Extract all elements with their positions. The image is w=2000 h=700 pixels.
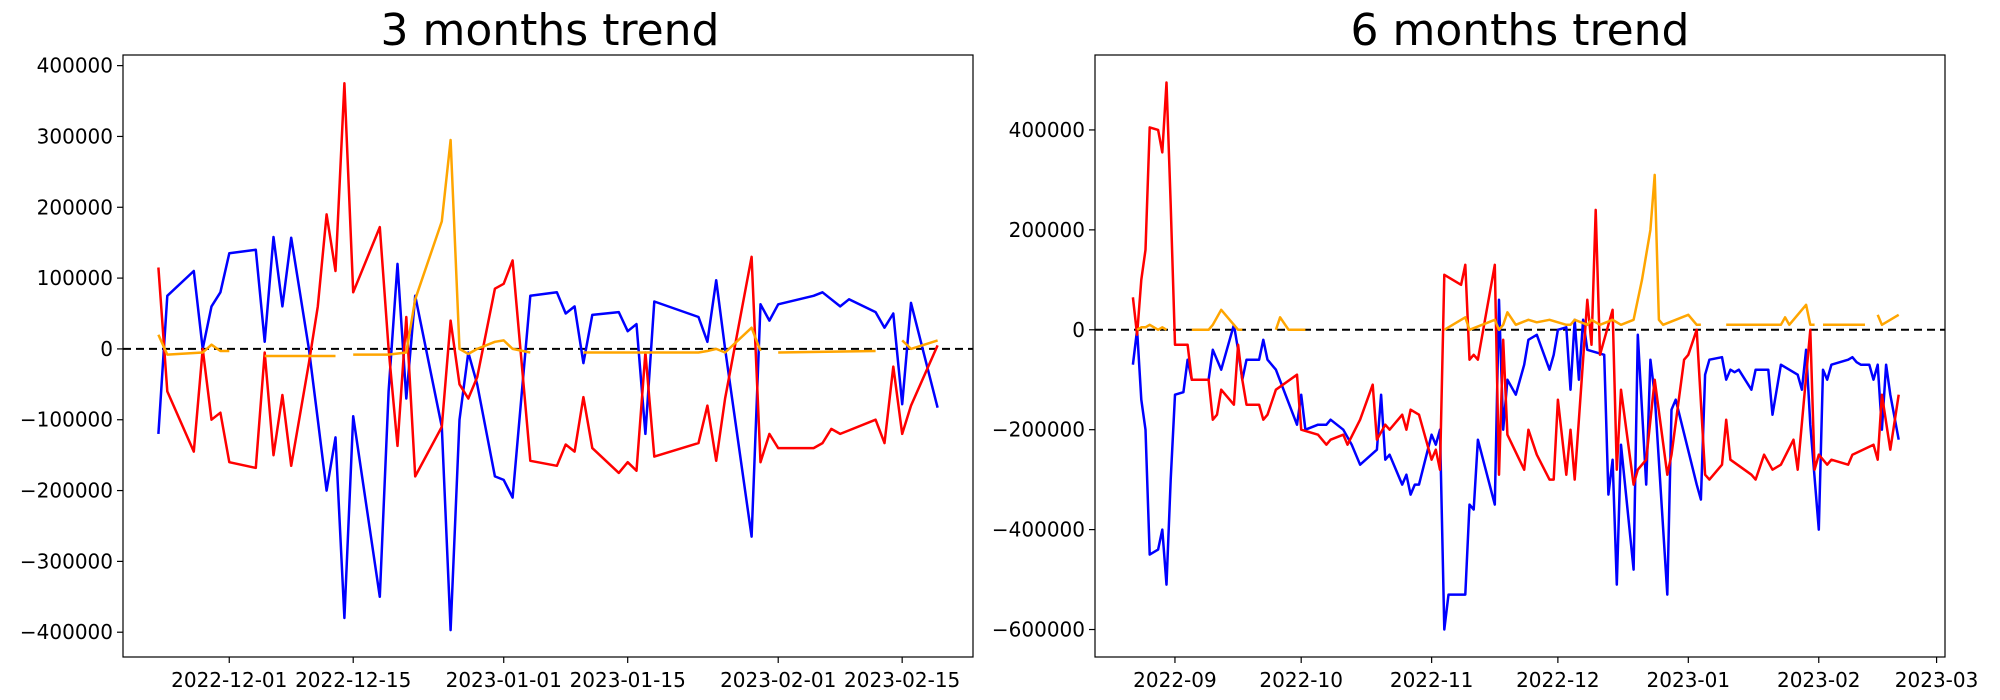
plot-frame: [122, 54, 974, 658]
y-tick-label: 400000: [37, 54, 113, 78]
y-tick-label: 0: [1072, 318, 1085, 342]
y-tick-label: −400000: [992, 518, 1085, 542]
y-tick-label: −200000: [992, 418, 1085, 442]
x-tick-label: 2023-02: [1777, 668, 1861, 692]
y-tick-label: 200000: [1009, 218, 1085, 242]
plot-frame: [1094, 54, 1946, 658]
x-tick-label: 2022-10: [1259, 668, 1343, 692]
x-tick-label: 2022-09: [1133, 668, 1217, 692]
series-lines: [1131, 81, 1900, 631]
y-tick-label: 300000: [37, 124, 113, 148]
x-tick-label: 2023-01: [1647, 668, 1731, 692]
x-tick-label: 2022-12-15: [295, 668, 411, 692]
series-lines: [157, 82, 939, 632]
y-tick-label: −200000: [20, 479, 113, 503]
series-line-1: [157, 82, 939, 478]
three-months-panel: 3 months trend −400000 −300000 −200000 −100…: [20, 5, 974, 692]
x-tick-label: 2023-01-01: [446, 668, 562, 692]
y-tick-label: 400000: [1009, 118, 1085, 142]
y-tick-label: 200000: [37, 195, 113, 219]
y-tick-label: −100000: [20, 408, 113, 432]
series-line-2: [1136, 173, 1900, 332]
y-tick-label: −600000: [992, 618, 1085, 642]
six-months-panel: 6 months trend −600000 −400000 −200000 0 200…: [992, 5, 1978, 692]
series-line-0: [157, 235, 939, 632]
x-tick-label: 2023-03: [1895, 668, 1979, 692]
x-tick-label: 2023-02-15: [844, 668, 960, 692]
x-tick-label: 2022-12: [1516, 668, 1600, 692]
series-line-1: [1131, 81, 1900, 486]
series-line-0: [1131, 298, 1900, 631]
x-tick-label: 2022-11: [1390, 668, 1474, 692]
x-tick-label: 2022-12-01: [171, 668, 287, 692]
x-tick-label: 2023-01-15: [570, 668, 686, 692]
chart-title: 6 months trend: [1351, 5, 1690, 56]
chart-title: 3 months trend: [381, 5, 720, 56]
y-tick-label: −400000: [20, 620, 113, 644]
y-tick-label: −300000: [20, 549, 113, 573]
x-tick-label: 2023-02-01: [720, 668, 836, 692]
series-line-2: [157, 138, 938, 358]
y-tick-label: 0: [100, 337, 113, 361]
y-tick-label: 100000: [37, 266, 113, 290]
